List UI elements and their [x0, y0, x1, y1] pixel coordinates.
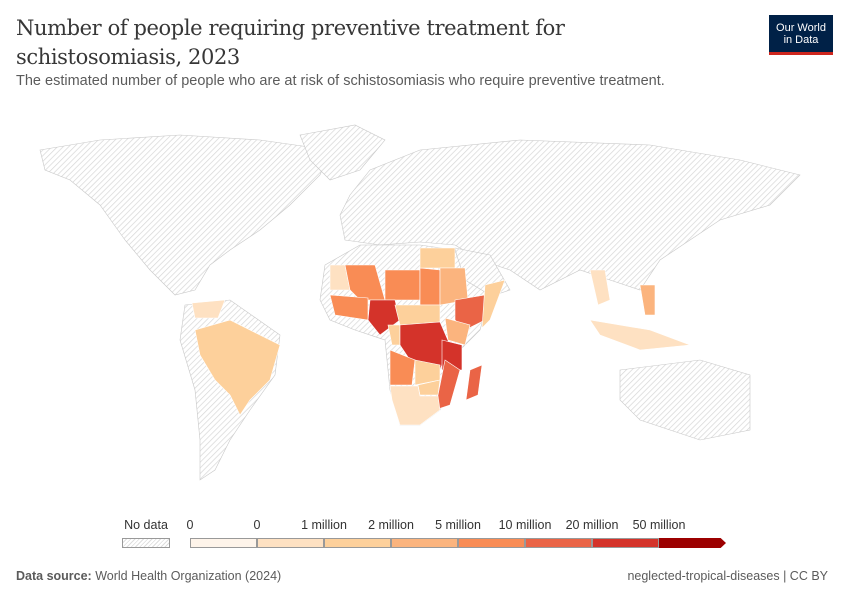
country-egypt[interactable] [419, 247, 456, 269]
legend-label: 1 million [301, 518, 347, 532]
country-mainland-southeast-asia[interactable] [589, 269, 611, 306]
legend-label: 2 million [368, 518, 414, 532]
legend-label: 5 million [435, 518, 481, 532]
legend-label: 50 million [632, 518, 686, 532]
legend-no-data-label: No data [124, 518, 168, 532]
country-cameroon-car[interactable] [394, 304, 441, 326]
legend-bin[interactable] [391, 538, 458, 548]
country-ethiopia[interactable] [454, 294, 486, 331]
legend: No data 0 0 1 million 2 million 5 million 10 … [0, 518, 850, 558]
legend-bin[interactable] [525, 538, 592, 548]
page-title: Number of people requiring preventive tr… [16, 16, 565, 69]
legend-bin[interactable] [190, 538, 257, 548]
country-venezuela[interactable] [191, 299, 226, 319]
legend-label: 0 [186, 518, 194, 532]
country-southern-africa[interactable] [389, 385, 441, 426]
legend-bin[interactable] [458, 538, 525, 548]
north-america-no-data[interactable] [39, 134, 331, 296]
source-label: Data source: [16, 569, 92, 583]
world-map [39, 124, 801, 481]
legend-bin[interactable] [257, 538, 324, 548]
subtitle: The estimated number of people who are a… [16, 73, 665, 89]
australia-no-data[interactable] [619, 359, 751, 441]
greenland-no-data[interactable] [299, 124, 386, 181]
source-link[interactable]: World Health Organization (2024) [95, 569, 282, 583]
legend-no-data-swatch[interactable] [122, 538, 170, 548]
country-angola[interactable] [389, 349, 416, 386]
footer-right[interactable]: neglected-tropical-diseases | CC BY [627, 569, 828, 583]
country-kenya-uganda[interactable] [444, 317, 471, 346]
logo-text: Our World [776, 21, 826, 34]
logo-text: in Data [783, 33, 819, 46]
data-source: Data source: World Health Organization (… [16, 569, 281, 583]
legend-bin[interactable] [324, 538, 391, 548]
country-niger[interactable] [384, 269, 421, 301]
country-philippines[interactable] [639, 284, 656, 316]
country-somalia[interactable] [481, 279, 506, 329]
legend-label: 0 [253, 518, 261, 532]
legend-bin[interactable] [592, 538, 659, 548]
legend-bin[interactable] [659, 538, 726, 548]
legend-label: 10 million [498, 518, 552, 532]
country-madagascar[interactable] [465, 364, 483, 401]
country-brazil[interactable] [194, 319, 281, 416]
country-indonesia[interactable] [589, 319, 691, 351]
country-chad[interactable] [419, 267, 441, 306]
owid-logo[interactable]: Our World in Data [769, 15, 833, 55]
country-mozambique[interactable] [434, 359, 461, 411]
eurasia-no-data[interactable] [339, 139, 801, 291]
legend-label: 20 million [565, 518, 619, 532]
